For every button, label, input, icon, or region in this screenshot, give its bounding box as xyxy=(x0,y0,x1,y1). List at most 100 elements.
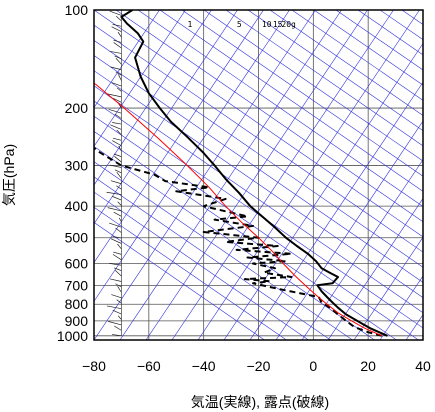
wind-barb xyxy=(115,227,122,233)
y-tick-label: 900 xyxy=(65,313,89,329)
parcel-line xyxy=(94,82,383,337)
dry-adiabat-line xyxy=(94,191,309,340)
wind-barb xyxy=(114,325,122,331)
wind-barb xyxy=(115,58,122,65)
temperature-line xyxy=(120,10,388,337)
dry-adiabat-line xyxy=(115,10,423,223)
mixing-ratio-line xyxy=(94,10,316,340)
dry-adiabat-line xyxy=(203,10,423,162)
wind-barb xyxy=(117,315,122,320)
dry-adiabat-line xyxy=(94,24,423,253)
dry-adiabat-line xyxy=(225,10,423,147)
wind-barb xyxy=(113,153,122,157)
wind-barb xyxy=(115,15,122,22)
y-tick-label: 200 xyxy=(65,100,89,116)
wind-barb xyxy=(114,169,122,174)
mixing-ratio-line xyxy=(94,10,264,264)
dry-adiabat-line xyxy=(291,10,423,101)
wind-barb xyxy=(114,55,122,60)
wind-barb xyxy=(112,137,122,141)
wind-barb xyxy=(109,263,122,266)
dry-adiabat-line xyxy=(335,10,423,71)
wind-barb xyxy=(117,285,122,293)
dry-adiabat-line xyxy=(94,222,265,340)
mixing-ratio-line xyxy=(145,10,368,340)
wind-barb xyxy=(114,269,122,277)
mixing-ratio-line xyxy=(197,10,420,340)
dry-adiabat-line xyxy=(94,10,423,238)
mixing-ratio-line xyxy=(94,10,160,109)
wind-barb xyxy=(114,156,122,163)
x-tick-label: −60 xyxy=(137,358,161,374)
guide-lines xyxy=(94,10,423,340)
wind-barb xyxy=(117,201,122,206)
wind-barb xyxy=(115,71,122,76)
dry-adiabat-line xyxy=(94,161,353,340)
wind-barb xyxy=(112,235,122,239)
sounding-curves xyxy=(94,10,388,337)
wind-barb xyxy=(107,207,122,212)
x-tick-label: 40 xyxy=(415,358,431,374)
y-tick-label: 500 xyxy=(65,230,89,246)
wind-barb xyxy=(109,10,122,16)
wind-barb xyxy=(110,180,122,185)
dewpoint-line xyxy=(94,146,383,337)
dry-adiabat-line xyxy=(94,39,423,268)
mixing-ratio-label: 10 xyxy=(262,20,272,29)
mixing-ratio-line xyxy=(353,236,423,340)
y-tick-label: 600 xyxy=(65,256,89,272)
wind-barb xyxy=(112,24,122,27)
wind-barb xyxy=(117,31,122,38)
y-tick-label: 100 xyxy=(65,2,89,18)
x-tick-label: 20 xyxy=(360,358,376,374)
wind-barb xyxy=(113,97,122,103)
x-tick-label: −40 xyxy=(192,358,216,374)
wind-barb xyxy=(108,321,122,326)
x-tick-label: −20 xyxy=(247,358,271,374)
wind-barb xyxy=(112,140,122,147)
dry-adiabat-line xyxy=(94,146,375,340)
mixing-ratio-line xyxy=(379,275,423,340)
mixing-ratio-line xyxy=(327,197,423,340)
wind-barb xyxy=(107,93,122,98)
dry-adiabat-line xyxy=(94,55,423,283)
wind-barb xyxy=(111,334,122,337)
wind-barb xyxy=(112,309,122,315)
wind-barb xyxy=(108,108,122,114)
wind-barb xyxy=(116,299,122,304)
wind-barb xyxy=(106,305,122,310)
mixing-ratio-line xyxy=(275,120,423,340)
wind-barb xyxy=(113,39,122,43)
mixing-ratio-line xyxy=(171,10,394,340)
mixing-ratio-label: 20g xyxy=(281,20,296,29)
wind-barb xyxy=(109,222,122,228)
dry-adiabat-line xyxy=(137,10,423,207)
wind-barb xyxy=(116,87,122,92)
dry-adiabat-line xyxy=(94,70,423,298)
mixing-ratio-line xyxy=(94,10,186,147)
dry-adiabat-line xyxy=(94,100,423,329)
wind-barb xyxy=(111,82,122,87)
mixing-ratio-label: 1 xyxy=(188,20,193,29)
wind-barb xyxy=(109,164,122,168)
mixing-ratio-line xyxy=(249,81,423,340)
mixing-ratio-line xyxy=(119,10,342,340)
mixing-ratio-line xyxy=(94,10,290,302)
dry-adiabat-line xyxy=(247,10,423,132)
wind-barb xyxy=(111,294,122,299)
y-tick-label: 700 xyxy=(65,277,89,293)
wind-barb xyxy=(116,129,122,136)
wind-barb xyxy=(112,196,122,201)
mixing-ratio-label: 5 xyxy=(237,20,242,29)
y-tick-label: 400 xyxy=(65,198,89,214)
dry-adiabat-line xyxy=(181,10,423,177)
dry-adiabat-line xyxy=(94,176,331,340)
wind-barb xyxy=(118,103,122,108)
wind-barb xyxy=(116,172,122,179)
dry-adiabat-line xyxy=(269,10,423,116)
wind-barb xyxy=(118,74,122,81)
mixing-ratio-line xyxy=(301,159,423,340)
